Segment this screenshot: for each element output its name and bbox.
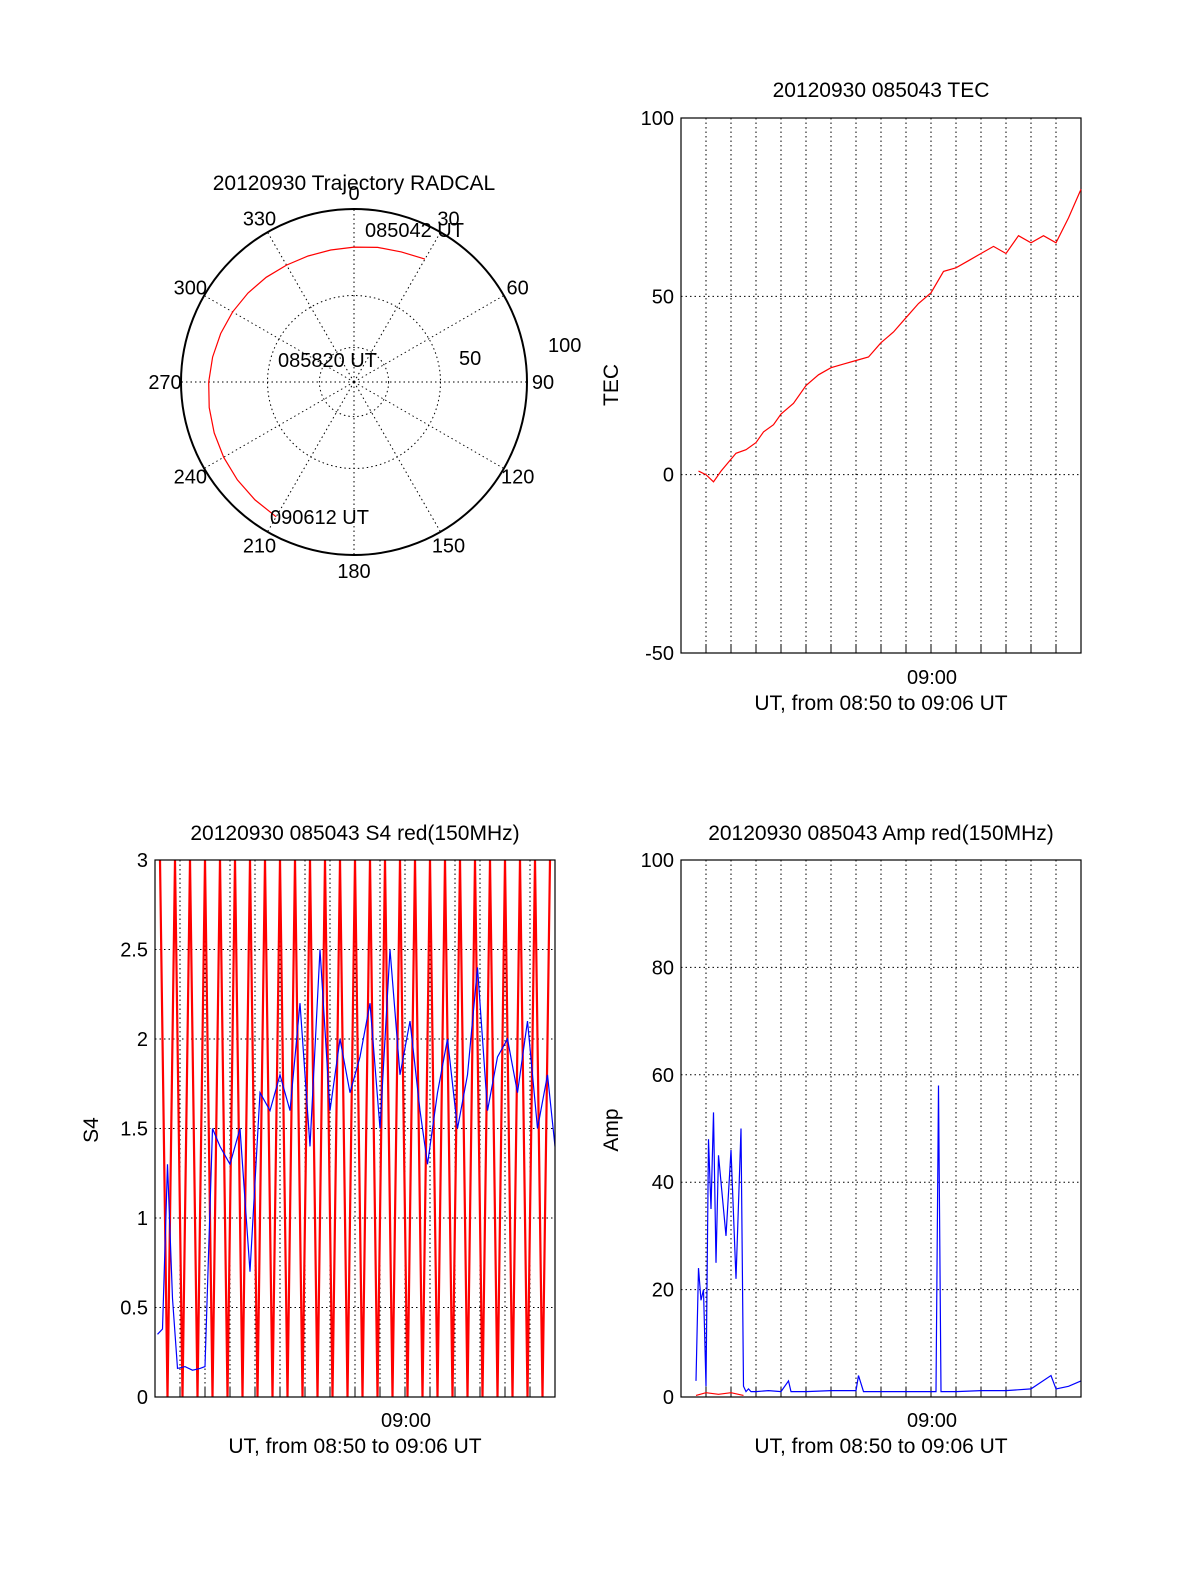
polar-angle-label: 30 bbox=[437, 208, 459, 230]
polar-ring-20 bbox=[318, 346, 390, 418]
polar-angle-label: 240 bbox=[174, 467, 207, 489]
s4-y-tick-label: 1.5 bbox=[120, 1119, 148, 1141]
polar-angle-label: 120 bbox=[501, 467, 534, 489]
tec-y-tick-label: 50 bbox=[652, 286, 674, 308]
polar-angle-label: 330 bbox=[243, 208, 276, 230]
polar-radial-label: 100 bbox=[548, 335, 581, 357]
s4-series-1-line bbox=[157, 949, 556, 1371]
amp-y-tick-label: 80 bbox=[652, 957, 674, 979]
polar-radial-label: 50 bbox=[459, 348, 481, 370]
tec-y-label: TEC bbox=[600, 364, 623, 406]
polar-spoke-330 bbox=[267, 231, 355, 383]
polar-annotation: 090612 UT bbox=[270, 507, 369, 529]
s4-series bbox=[157, 859, 556, 1398]
tec-x-label: UT, from 08:50 to 09:06 UT bbox=[754, 692, 1007, 715]
s4-y-ticks: 0 0.5 1 1.5 2 2.5 3 bbox=[120, 850, 148, 1409]
amp-series bbox=[695, 1085, 1082, 1396]
polar-spoke-30 bbox=[353, 231, 441, 383]
s4-y-tick-label: 3 bbox=[137, 850, 148, 872]
polar-outer-circle bbox=[180, 208, 528, 556]
polar-grid bbox=[181, 209, 527, 555]
tec-y-tick-label: -50 bbox=[645, 643, 674, 665]
amp-y-tick-label: 100 bbox=[641, 850, 674, 872]
amp-title: 20120930 085043 Amp red(150MHz) bbox=[708, 822, 1054, 845]
tec-y-ticks: -50 0 50 100 bbox=[641, 108, 674, 665]
tec-panel: 20120930 085043 TEC -50 0 50 100 09:00 UT, … bbox=[600, 79, 1082, 715]
polar-panel: 20120930 Trajectory RADCAL 0 30 60 90 120 150… bbox=[148, 172, 581, 583]
amp-series-1-line bbox=[695, 1085, 1082, 1393]
tec-x-tick-0900: 09:00 bbox=[907, 667, 957, 689]
polar-annotation: 085042 UT bbox=[365, 220, 464, 242]
polar-angle-label: 270 bbox=[148, 372, 181, 394]
polar-spoke-60 bbox=[353, 295, 505, 383]
s4-x-tick-0900: 09:00 bbox=[381, 1410, 431, 1432]
polar-angle-label: 300 bbox=[174, 278, 207, 300]
polar-angle-label: 0 bbox=[348, 183, 359, 205]
polar-ring-50 bbox=[267, 295, 441, 469]
amp-plot-frame bbox=[680, 859, 1082, 1398]
tec-y-tick-label: 0 bbox=[663, 465, 674, 487]
amp-y-ticks: 0 20 40 60 80 100 bbox=[641, 850, 674, 1409]
amp-series-0-line bbox=[695, 1392, 744, 1396]
amp-x-tick-0900: 09:00 bbox=[907, 1410, 957, 1432]
s4-y-tick-label: 2 bbox=[137, 1029, 148, 1051]
s4-y-tick-label: 0 bbox=[137, 1387, 148, 1409]
polar-radial-labels: 50 100 bbox=[459, 335, 581, 370]
polar-angle-label: 180 bbox=[337, 561, 370, 583]
amp-y-label: Amp bbox=[600, 1108, 623, 1151]
tec-grid bbox=[681, 118, 1081, 653]
amp-y-tick-label: 20 bbox=[652, 1280, 674, 1302]
amp-y-tick-label: 60 bbox=[652, 1065, 674, 1087]
s4-panel: 20120930 085043 S4 red(150MHz) 0 0.5 1 1.5 2… bbox=[80, 822, 556, 1458]
tec-series bbox=[698, 189, 1082, 483]
polar-annotations: 085042 UT 085820 UT 090612 UT bbox=[270, 220, 464, 529]
polar-trajectory-line bbox=[208, 246, 426, 518]
polar-angle-label: 150 bbox=[432, 536, 465, 558]
polar-angle-label: 60 bbox=[507, 278, 529, 300]
tec-title: 20120930 085043 TEC bbox=[773, 79, 990, 102]
polar-angle-labels: 0 30 60 90 120 150 180 210 240 270 300 330 bbox=[148, 183, 554, 583]
polar-angle-label: 90 bbox=[532, 372, 554, 394]
tec-y-tick-label: 100 bbox=[641, 108, 674, 130]
s4-y-label: S4 bbox=[80, 1117, 103, 1143]
tec-series-0-line bbox=[698, 189, 1082, 483]
s4-plot-frame bbox=[154, 859, 556, 1398]
amp-x-label: UT, from 08:50 to 09:06 UT bbox=[754, 1435, 1007, 1458]
s4-title: 20120930 085043 S4 red(150MHz) bbox=[190, 822, 519, 845]
polar-annotation: 085820 UT bbox=[278, 350, 377, 372]
amp-panel: 20120930 085043 Amp red(150MHz) 0 20 40 60 8… bbox=[600, 822, 1082, 1458]
polar-title: 20120930 Trajectory RADCAL bbox=[213, 172, 496, 195]
amp-y-tick-label: 40 bbox=[652, 1172, 674, 1194]
s4-y-tick-label: 1 bbox=[137, 1208, 148, 1230]
tec-plot-frame bbox=[680, 117, 1082, 654]
s4-y-tick-label: 0.5 bbox=[120, 1298, 148, 1320]
amp-y-tick-label: 0 bbox=[663, 1387, 674, 1409]
s4-grid bbox=[155, 860, 555, 1397]
s4-x-label: UT, from 08:50 to 09:06 UT bbox=[228, 1435, 481, 1458]
polar-spoke-300 bbox=[203, 295, 355, 383]
polar-angle-label: 210 bbox=[243, 536, 276, 558]
s4-y-tick-label: 2.5 bbox=[120, 940, 148, 962]
